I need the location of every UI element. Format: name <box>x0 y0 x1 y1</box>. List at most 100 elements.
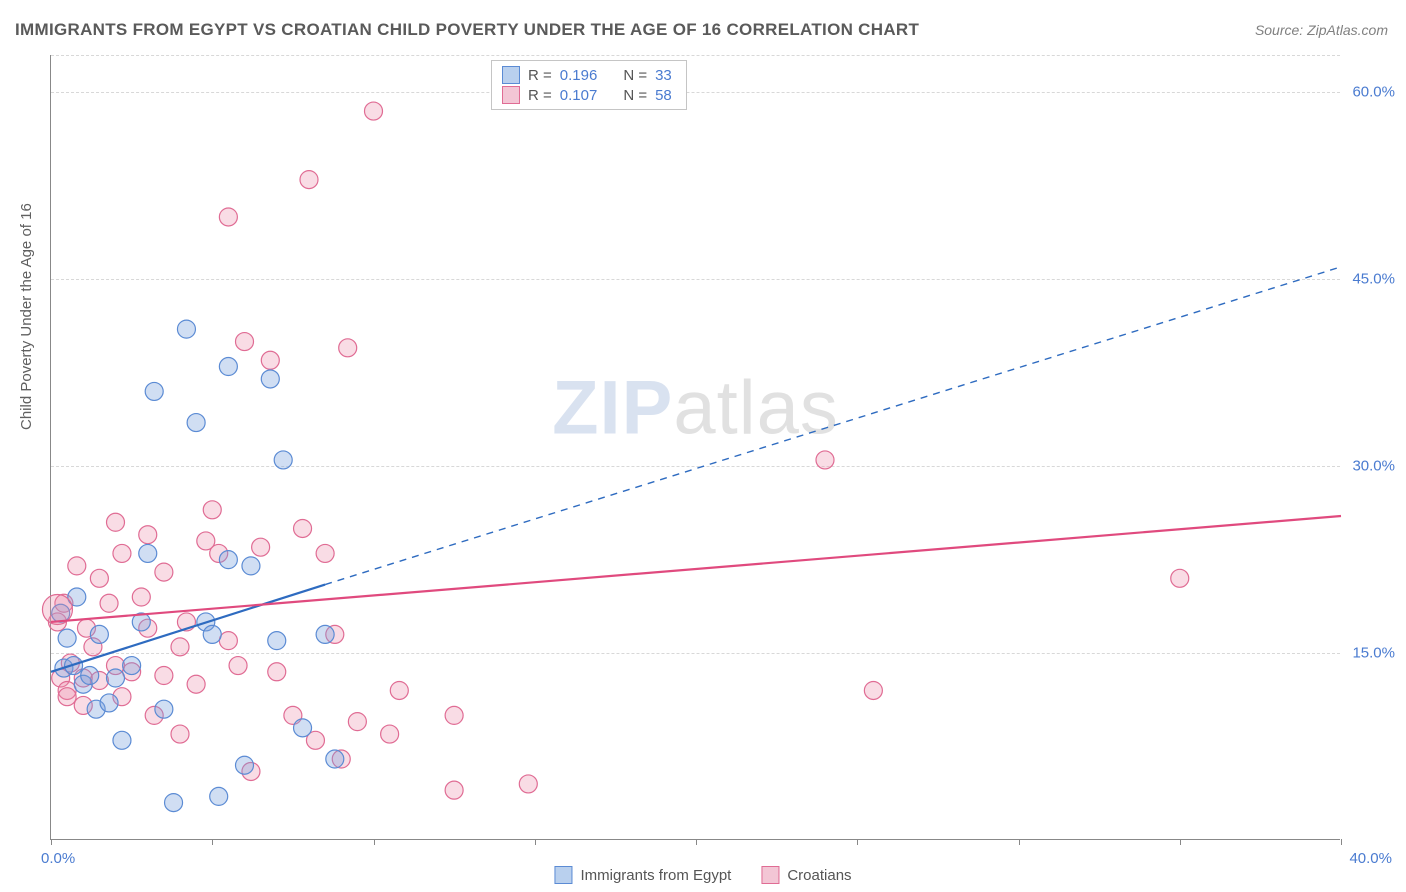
data-point <box>274 451 292 469</box>
data-point <box>203 625 221 643</box>
legend-r-label: R = <box>528 87 552 104</box>
data-point <box>155 667 173 685</box>
source-prefix: Source: <box>1255 22 1307 38</box>
plot-area: ZIPatlas 15.0%30.0%45.0%60.0% R = 0.196N… <box>50 55 1340 840</box>
legend-r-value: 0.196 <box>560 67 598 84</box>
x-tick-mark <box>212 839 213 845</box>
data-point <box>242 557 260 575</box>
x-tick-mark <box>374 839 375 845</box>
legend-r-label: R = <box>528 67 552 84</box>
data-point <box>107 513 125 531</box>
data-point <box>177 320 195 338</box>
legend-label: Immigrants from Egypt <box>580 867 731 884</box>
data-point <box>219 632 237 650</box>
data-point <box>236 333 254 351</box>
data-point <box>139 544 157 562</box>
data-point <box>187 414 205 432</box>
data-point <box>210 787 228 805</box>
data-point <box>81 667 99 685</box>
data-point <box>113 731 131 749</box>
data-point <box>339 339 357 357</box>
data-point <box>300 171 318 189</box>
data-point <box>229 657 247 675</box>
correlation-chart: IMMIGRANTS FROM EGYPT VS CROATIAN CHILD … <box>0 0 1406 892</box>
legend-item: Immigrants from Egypt <box>554 866 731 884</box>
data-point <box>219 208 237 226</box>
y-tick-label: 30.0% <box>1352 458 1395 475</box>
data-point <box>316 544 334 562</box>
y-tick-label: 60.0% <box>1352 84 1395 101</box>
data-point <box>1171 569 1189 587</box>
legend-swatch <box>502 86 520 104</box>
data-point <box>390 681 408 699</box>
data-point <box>155 563 173 581</box>
data-point <box>145 382 163 400</box>
data-point <box>139 526 157 544</box>
data-point <box>445 706 463 724</box>
x-tick-max: 40.0% <box>1349 850 1392 867</box>
x-tick-mark <box>1341 839 1342 845</box>
data-point <box>68 557 86 575</box>
legend-n-label: N = <box>623 87 647 104</box>
data-point <box>268 632 286 650</box>
data-point <box>445 781 463 799</box>
data-point <box>348 713 366 731</box>
series-legend: Immigrants from Egypt Croatians <box>554 866 851 884</box>
data-point <box>187 675 205 693</box>
y-axis-label: Child Poverty Under the Age of 16 <box>18 203 35 430</box>
data-point <box>107 669 125 687</box>
x-tick-mark <box>535 839 536 845</box>
y-tick-label: 45.0% <box>1352 271 1395 288</box>
source-attribution: Source: ZipAtlas.com <box>1255 22 1388 38</box>
data-point <box>252 538 270 556</box>
data-point <box>294 519 312 537</box>
x-tick-min: 0.0% <box>41 850 75 867</box>
data-point <box>100 694 118 712</box>
data-point <box>864 681 882 699</box>
data-point <box>816 451 834 469</box>
data-point <box>365 102 383 120</box>
data-point <box>261 351 279 369</box>
correlation-legend: R = 0.196 N = 33 R = 0.107 N = 58 <box>491 60 687 110</box>
source-name: ZipAtlas.com <box>1307 22 1388 38</box>
legend-n-label: N = <box>623 67 647 84</box>
data-point <box>155 700 173 718</box>
legend-r-value: 0.107 <box>560 87 598 104</box>
y-tick-label: 15.0% <box>1352 645 1395 662</box>
data-point <box>519 775 537 793</box>
data-point <box>123 657 141 675</box>
legend-n-value: 58 <box>655 87 672 104</box>
trend-line-dashed <box>325 267 1341 585</box>
legend-row: R = 0.196 N = 33 <box>502 65 676 85</box>
legend-swatch <box>761 866 779 884</box>
chart-title: IMMIGRANTS FROM EGYPT VS CROATIAN CHILD … <box>15 20 919 40</box>
data-point <box>171 725 189 743</box>
legend-row: R = 0.107 N = 58 <box>502 85 676 105</box>
data-point <box>294 719 312 737</box>
data-point <box>165 794 183 812</box>
data-point <box>203 501 221 519</box>
data-point <box>261 370 279 388</box>
data-point <box>90 569 108 587</box>
data-point <box>100 594 118 612</box>
legend-item: Croatians <box>761 866 851 884</box>
data-point <box>132 588 150 606</box>
data-point <box>381 725 399 743</box>
x-tick-mark <box>51 839 52 845</box>
x-tick-mark <box>696 839 697 845</box>
x-tick-mark <box>1019 839 1020 845</box>
data-point <box>171 638 189 656</box>
x-tick-mark <box>1180 839 1181 845</box>
data-point <box>219 358 237 376</box>
scatter-svg <box>51 55 1340 839</box>
x-tick-mark <box>857 839 858 845</box>
data-point <box>316 625 334 643</box>
legend-n-value: 33 <box>655 67 672 84</box>
data-point <box>58 688 76 706</box>
legend-swatch <box>502 66 520 84</box>
data-point <box>326 750 344 768</box>
legend-swatch <box>554 866 572 884</box>
data-point <box>90 625 108 643</box>
data-point <box>113 544 131 562</box>
data-point <box>58 629 76 647</box>
